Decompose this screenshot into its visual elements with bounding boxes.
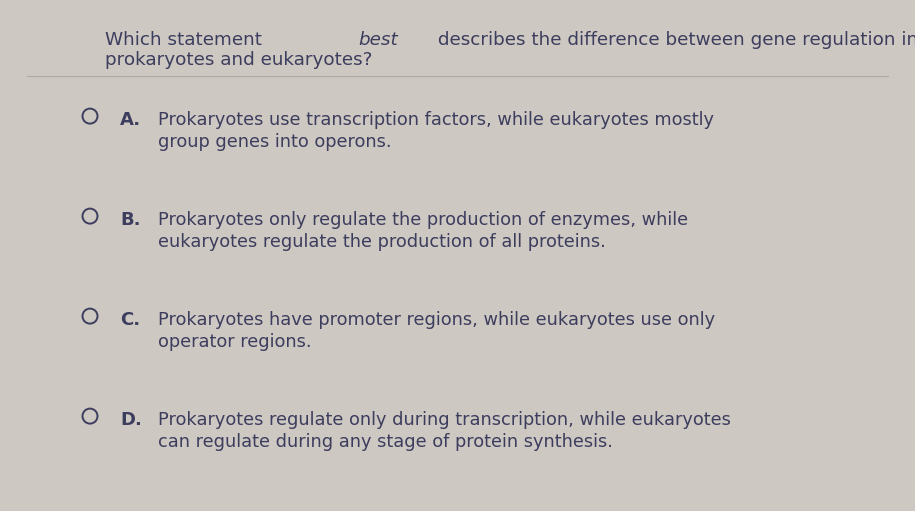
Text: operator regions.: operator regions. xyxy=(158,333,311,351)
Text: A.: A. xyxy=(120,111,141,129)
Text: group genes into operons.: group genes into operons. xyxy=(158,133,392,151)
Text: D.: D. xyxy=(120,411,142,429)
Text: Which statement: Which statement xyxy=(105,31,268,49)
Text: B.: B. xyxy=(120,211,141,229)
Text: C.: C. xyxy=(120,311,140,329)
Text: eukaryotes regulate the production of all proteins.: eukaryotes regulate the production of al… xyxy=(158,233,606,251)
Text: Prokaryotes use transcription factors, while eukaryotes mostly: Prokaryotes use transcription factors, w… xyxy=(158,111,714,129)
Text: Prokaryotes regulate only during transcription, while eukaryotes: Prokaryotes regulate only during transcr… xyxy=(158,411,731,429)
Text: Prokaryotes have promoter regions, while eukaryotes use only: Prokaryotes have promoter regions, while… xyxy=(158,311,716,329)
Text: can regulate during any stage of protein synthesis.: can regulate during any stage of protein… xyxy=(158,433,613,451)
Text: describes the difference between gene regulation in: describes the difference between gene re… xyxy=(432,31,915,49)
Text: Prokaryotes only regulate the production of enzymes, while: Prokaryotes only regulate the production… xyxy=(158,211,688,229)
Text: best: best xyxy=(359,31,398,49)
Text: prokaryotes and eukaryotes?: prokaryotes and eukaryotes? xyxy=(105,51,372,69)
